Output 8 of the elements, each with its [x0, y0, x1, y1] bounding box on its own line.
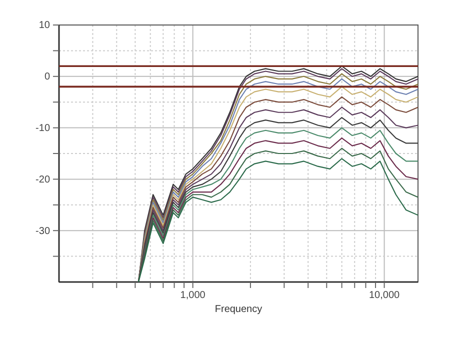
y-tick-label: 10 — [38, 20, 50, 32]
y-tick-label: 0 — [44, 72, 50, 83]
x-tick-label: 10,000 — [368, 290, 400, 302]
y-tick-label: -10 — [36, 123, 50, 134]
y-tick-label: -30 — [36, 226, 50, 237]
x-axis-title: Frequency — [214, 304, 262, 315]
x-tick-label: 1,000 — [180, 290, 206, 302]
y-tick-label: -20 — [36, 174, 50, 186]
